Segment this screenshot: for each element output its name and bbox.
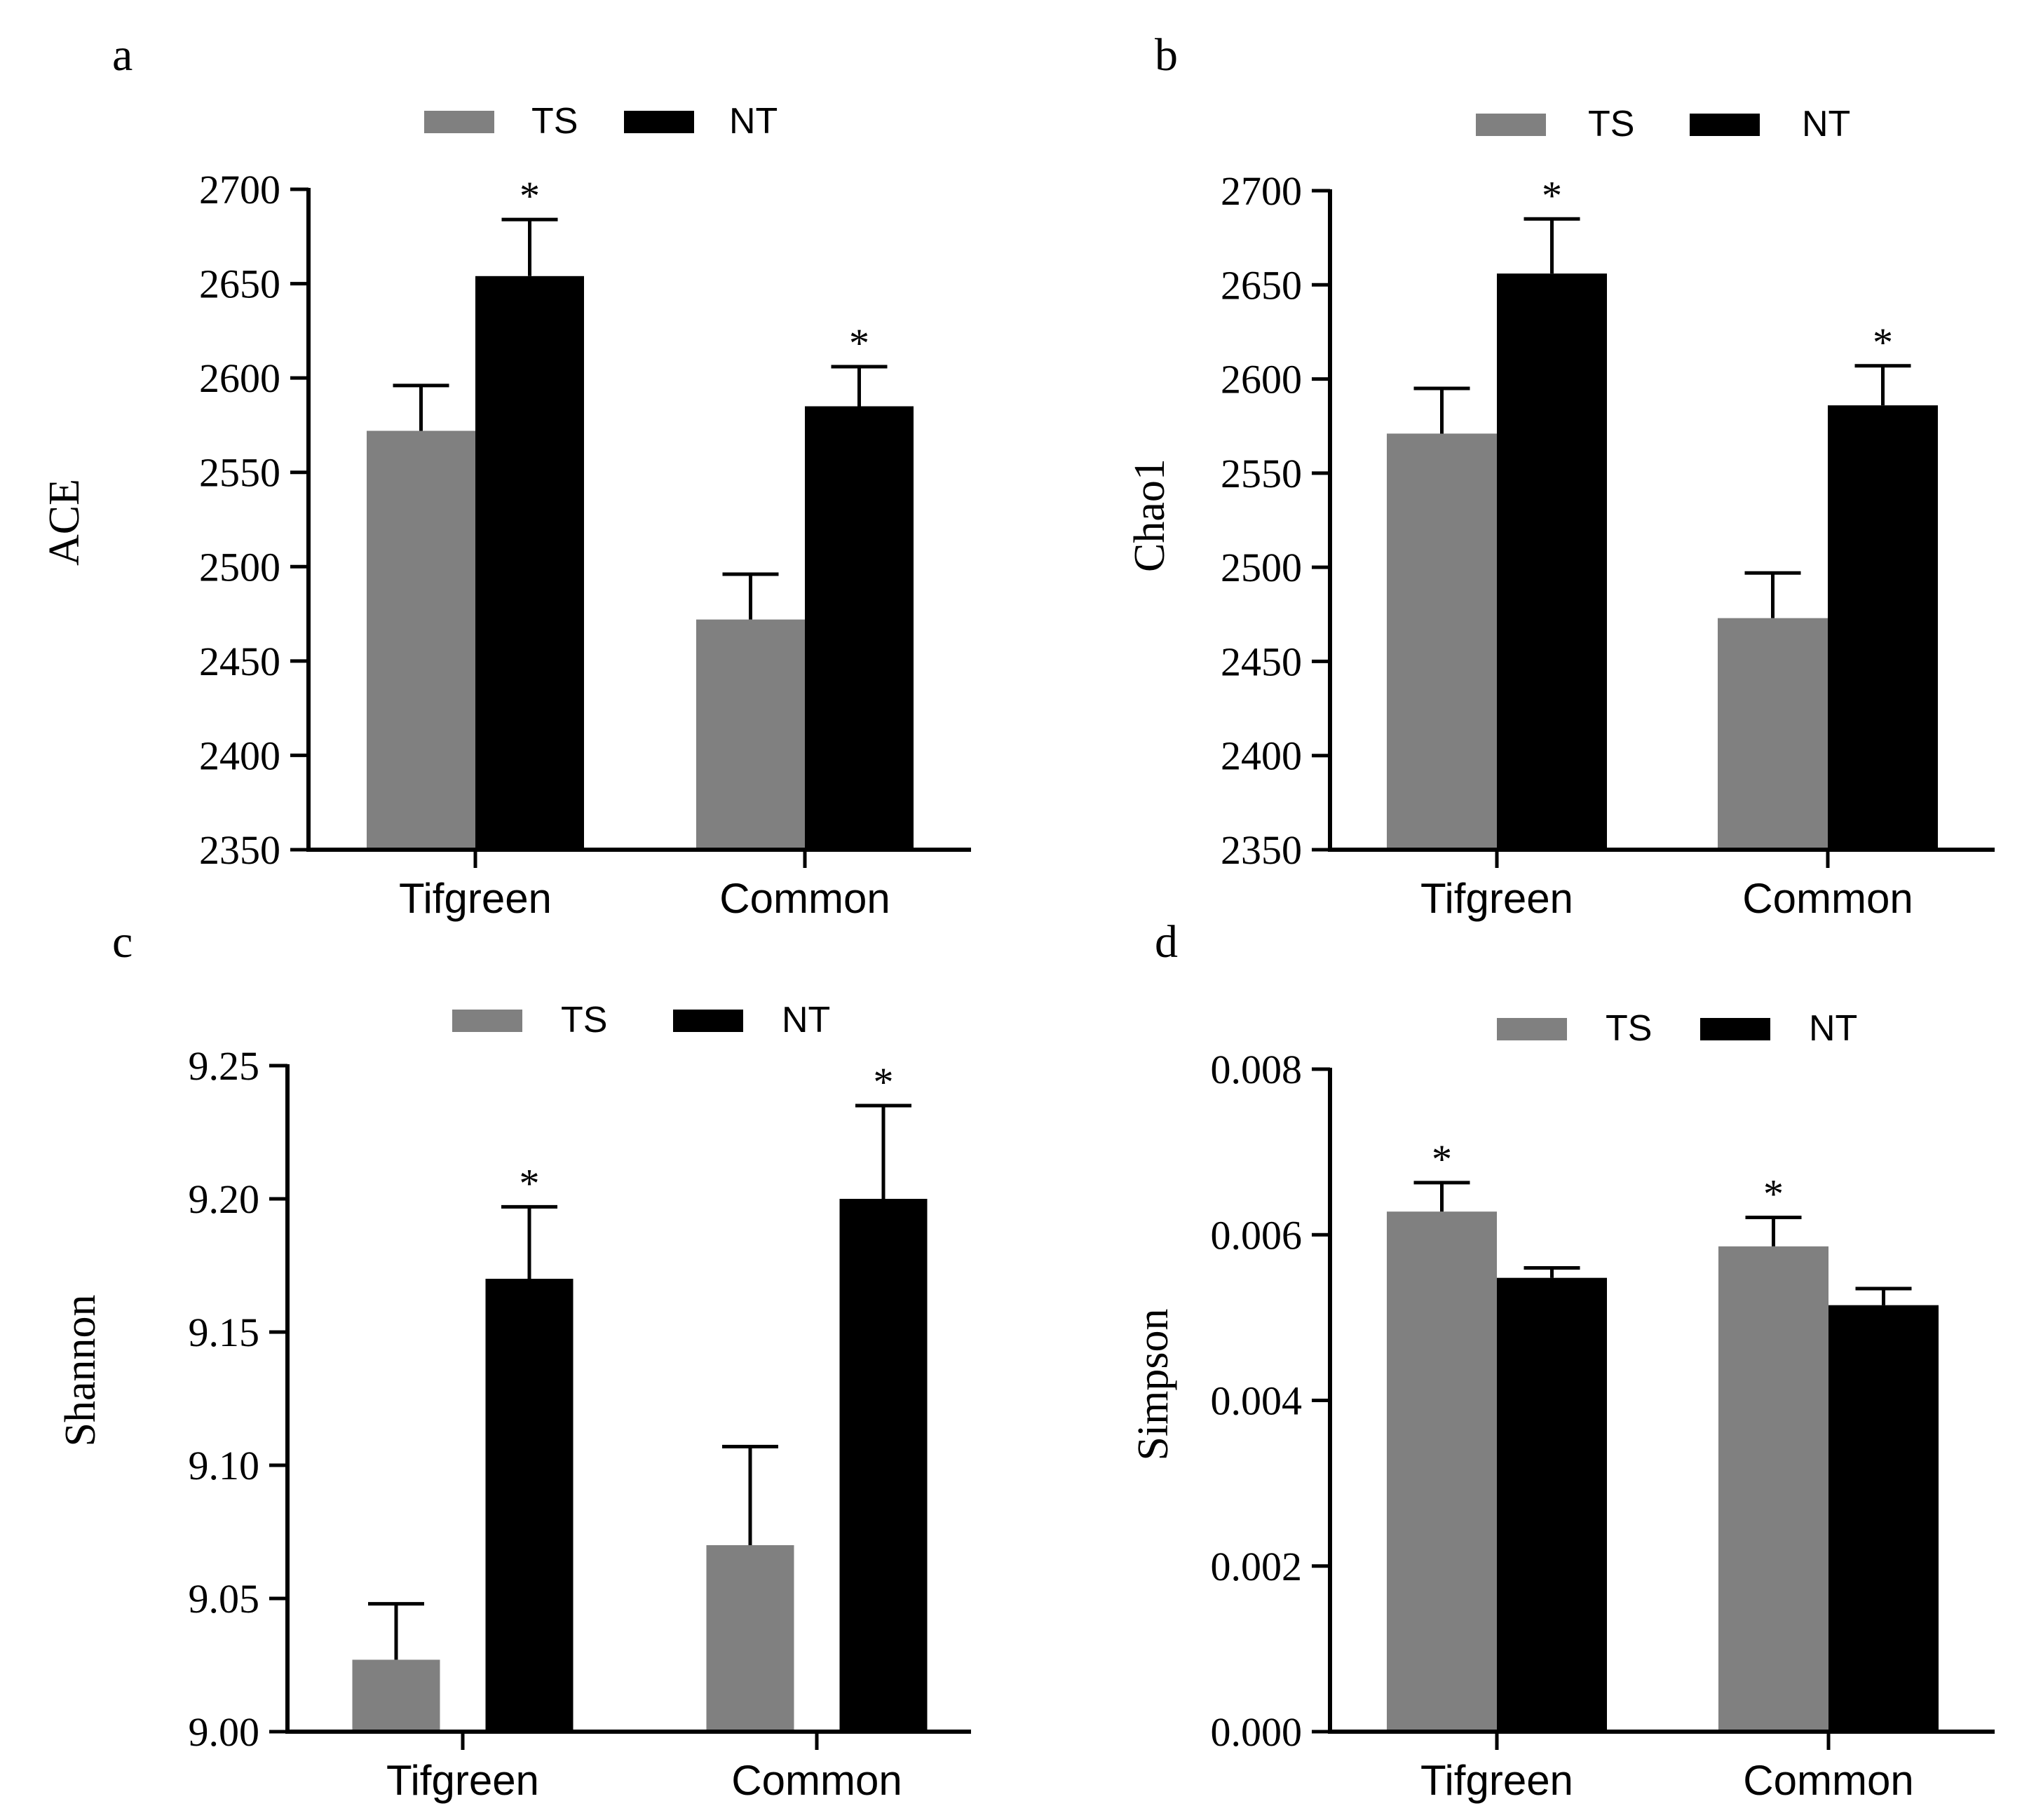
legend-nt-swatch xyxy=(624,111,694,133)
x-tick-label: Tifgreen xyxy=(399,875,552,922)
y-axis-label: Shannon xyxy=(57,1295,104,1447)
panel-a: a TS NT ACE * * 2350 2400 2450 2500 2550 2600 26… xyxy=(41,29,971,922)
x-tick-label: Common xyxy=(1742,875,1913,922)
legend-nt-swatch xyxy=(1700,1018,1770,1040)
y-tick-label: 2700 xyxy=(199,167,280,212)
y-tick-label: 2450 xyxy=(1221,639,1302,684)
plot-area: * * 2350 2400 2450 2500 2550 2600 2650 2700 Tifgre… xyxy=(199,167,971,922)
y-tick-label: 2400 xyxy=(1221,733,1302,779)
y-axis-label: ACE xyxy=(41,479,88,566)
y-tick-label: 2500 xyxy=(199,544,280,590)
y-tick-label: 0.000 xyxy=(1211,1709,1303,1755)
panel-d: d TS NT Simpson * * 0.000 0.002 0.004 0.006 0.… xyxy=(1129,916,1995,1804)
bar-nt-tifgreen xyxy=(1497,273,1607,850)
y-tick-label: 2650 xyxy=(199,262,280,307)
y-tick-label: 2650 xyxy=(1221,262,1302,308)
y-tick-label: 9.20 xyxy=(189,1176,260,1222)
significance-marker-nt-tifgreen: * xyxy=(520,173,540,219)
legend-nt-label: NT xyxy=(729,101,778,142)
y-tick-label: 9.25 xyxy=(189,1043,260,1089)
legend-ts-label: TS xyxy=(1588,104,1634,144)
y-tick-label: 2450 xyxy=(199,639,280,684)
significance-marker-nt-common: * xyxy=(849,320,869,366)
bar-ts-tifgreen xyxy=(1387,433,1497,850)
significance-marker-nt-common: * xyxy=(1873,320,1893,365)
significance-marker-ts-common: * xyxy=(1763,1171,1784,1216)
y-tick-label: 9.05 xyxy=(189,1576,260,1622)
legend-ts-swatch xyxy=(1497,1018,1567,1040)
significance-marker-nt-common: * xyxy=(874,1059,894,1105)
y-tick-label: 0.006 xyxy=(1211,1212,1303,1258)
y-tick-label: 9.00 xyxy=(189,1709,260,1755)
legend-nt-swatch xyxy=(673,1010,743,1032)
legend-ts-swatch xyxy=(452,1010,522,1032)
bar-nt-tifgreen xyxy=(1497,1277,1607,1732)
legend-ts-label: TS xyxy=(1606,1008,1652,1049)
y-tick-label: 2550 xyxy=(199,450,280,496)
bar-ts-tifgreen xyxy=(352,1659,440,1732)
significance-marker-ts-tifgreen: * xyxy=(1432,1136,1452,1182)
legend-nt-label: NT xyxy=(1809,1008,1857,1049)
legend-ts-label: TS xyxy=(531,101,578,142)
panel-label: d xyxy=(1155,916,1178,967)
panel-label: a xyxy=(112,29,133,81)
plot-area: * * 2350 2400 2450 2500 2550 2600 2650 2700 Tifgre… xyxy=(1221,168,1995,922)
panel-label: b xyxy=(1155,29,1178,81)
y-tick-label: 2600 xyxy=(1221,357,1302,402)
legend-ts-swatch xyxy=(1476,114,1546,136)
y-tick-label: 0.004 xyxy=(1211,1378,1303,1424)
x-tick-label: Tifgreen xyxy=(386,1757,539,1804)
legend: TS NT xyxy=(1497,1008,1857,1049)
legend: TS NT xyxy=(1476,104,1850,144)
significance-marker-nt-tifgreen: * xyxy=(1542,172,1562,218)
x-tick-label: Tifgreen xyxy=(1420,875,1573,922)
legend-nt-swatch xyxy=(1690,114,1760,136)
y-tick-label: 2350 xyxy=(1221,827,1302,873)
bar-nt-tifgreen xyxy=(475,276,584,850)
plot-area: * * 0.000 0.002 0.004 0.006 0.008 Tifgreen Commo… xyxy=(1211,1047,1995,1804)
y-tick-label: 2700 xyxy=(1221,168,1302,214)
legend: TS NT xyxy=(452,1000,830,1040)
y-tick-label: 2550 xyxy=(1221,451,1302,496)
bar-nt-tifgreen xyxy=(485,1279,574,1732)
bar-nt-common xyxy=(805,406,914,850)
y-tick-label: 2500 xyxy=(1221,545,1302,590)
bar-ts-common xyxy=(696,619,805,850)
x-tick-label: Common xyxy=(731,1757,902,1804)
bar-nt-common xyxy=(839,1199,928,1732)
legend-nt-label: NT xyxy=(782,1000,830,1040)
plot-area: * * 9.00 9.05 9.10 9.15 9.20 9.25 Tifgreen Common xyxy=(189,1043,971,1804)
y-axis-label: Chao1 xyxy=(1126,459,1174,572)
y-tick-label: 9.15 xyxy=(189,1310,260,1355)
y-tick-label: 2350 xyxy=(199,827,280,873)
bar-ts-tifgreen xyxy=(1387,1211,1497,1732)
legend-ts-swatch xyxy=(424,111,494,133)
x-tick-label: Tifgreen xyxy=(1420,1757,1573,1804)
y-tick-label: 2400 xyxy=(199,733,280,778)
bar-ts-common xyxy=(1718,618,1828,850)
legend-nt-label: NT xyxy=(1802,104,1850,144)
y-tick-label: 0.008 xyxy=(1211,1047,1303,1092)
bar-ts-tifgreen xyxy=(367,430,475,850)
legend-ts-label: TS xyxy=(561,1000,607,1040)
y-tick-label: 0.002 xyxy=(1211,1544,1303,1589)
x-tick-label: Common xyxy=(1743,1757,1913,1804)
bar-nt-common xyxy=(1828,1305,1939,1732)
y-tick-label: 9.10 xyxy=(189,1443,260,1488)
y-axis-label: Simpson xyxy=(1129,1308,1177,1460)
y-tick-label: 2600 xyxy=(199,355,280,401)
panel-c: c TS NT Shannon * * 9.00 9.05 9.10 9.15 9.20 9.… xyxy=(57,916,971,1804)
bar-ts-common xyxy=(1718,1246,1828,1732)
x-tick-label: Common xyxy=(719,875,890,922)
panel-b: b TS NT Chao1 * * 2350 2400 2450 2500 2550 2600… xyxy=(1126,29,1995,922)
legend: TS NT xyxy=(424,101,778,142)
bar-nt-common xyxy=(1828,405,1938,850)
bar-ts-common xyxy=(706,1545,794,1732)
significance-marker-nt-tifgreen: * xyxy=(520,1160,540,1206)
panel-label: c xyxy=(112,916,133,967)
